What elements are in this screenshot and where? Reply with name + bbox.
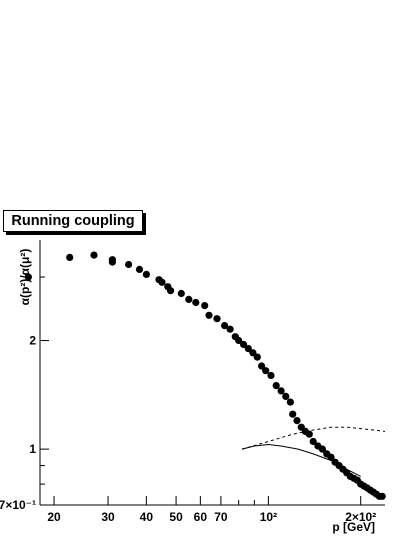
- data-point: [293, 417, 301, 425]
- x-tick-label: 60: [194, 510, 208, 524]
- x-tick-label: 40: [140, 510, 154, 524]
- data-point: [253, 353, 261, 361]
- data-point: [327, 453, 335, 461]
- chart-title: Running coupling: [3, 210, 143, 232]
- data-point: [167, 287, 175, 295]
- x-tick-label: 10²: [260, 510, 277, 524]
- y-tick-label: 2: [29, 334, 36, 348]
- data-point: [142, 270, 150, 278]
- data-point: [309, 437, 317, 446]
- data-point: [205, 311, 213, 319]
- x-tick-label: 20: [47, 510, 61, 524]
- y-tick-label: 1: [29, 442, 36, 456]
- x-tick-label: 70: [214, 510, 228, 524]
- data-point: [289, 410, 297, 418]
- data-point: [378, 492, 386, 500]
- data-point: [318, 445, 326, 453]
- x-axis-label: p [GeV]: [332, 520, 375, 534]
- x-tick-label: 30: [101, 510, 115, 524]
- x-tick-label: 2×10²: [345, 510, 376, 524]
- dashed-curve: [241, 426, 386, 450]
- data-point: [108, 258, 116, 266]
- data-point: [177, 289, 185, 298]
- data-point: [249, 349, 257, 357]
- data-point: [235, 336, 243, 345]
- data-point: [240, 340, 248, 349]
- data-point: [305, 430, 313, 438]
- data-point: [24, 273, 32, 281]
- data-point: [258, 362, 266, 370]
- data-point: [272, 382, 280, 390]
- x-tick-label: 50: [169, 510, 183, 524]
- data-point: [262, 367, 270, 375]
- data-point: [158, 278, 166, 286]
- data-point: [90, 251, 98, 259]
- data-point: [286, 398, 294, 406]
- data-point: [213, 315, 221, 323]
- data-point: [267, 371, 275, 380]
- y-tick-label: 7×10⁻¹: [0, 498, 36, 512]
- data-point: [221, 322, 229, 330]
- data-point: [282, 392, 290, 400]
- data-point: [226, 325, 234, 333]
- data-point: [192, 298, 200, 307]
- data-point: [125, 260, 133, 269]
- data-point: [201, 302, 209, 310]
- data-point: [244, 345, 252, 353]
- data-point: [185, 295, 193, 303]
- data-point: [135, 265, 144, 273]
- data-point: [66, 253, 74, 261]
- data-point: [277, 387, 285, 395]
- y-axis-label: α(p²)/α(μ²): [18, 248, 32, 306]
